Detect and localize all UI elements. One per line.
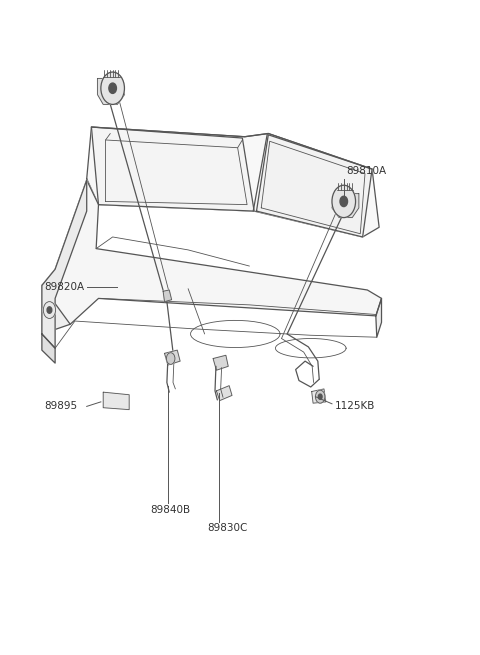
Circle shape [332,185,356,217]
Circle shape [167,353,175,364]
Text: 89840B: 89840B [150,505,191,515]
Circle shape [315,390,325,403]
Polygon shape [103,392,129,409]
Polygon shape [213,355,228,370]
Polygon shape [163,290,172,302]
Text: 1125KB: 1125KB [335,402,375,411]
Circle shape [43,302,56,318]
Polygon shape [87,127,379,237]
Polygon shape [91,127,254,211]
Circle shape [318,394,322,400]
Polygon shape [42,286,70,334]
Circle shape [47,307,52,313]
Polygon shape [376,299,382,337]
Polygon shape [97,79,124,104]
Text: 89810A: 89810A [347,166,387,176]
Polygon shape [312,389,326,403]
Circle shape [101,72,124,104]
Polygon shape [332,194,359,217]
Polygon shape [216,386,232,401]
Text: 89895: 89895 [44,402,77,411]
Circle shape [340,196,348,206]
Polygon shape [42,180,382,334]
Polygon shape [165,350,180,365]
Polygon shape [42,334,55,363]
Text: 89830C: 89830C [207,523,247,533]
Polygon shape [42,180,87,348]
Polygon shape [256,135,372,237]
Circle shape [109,83,117,94]
Text: 89820A: 89820A [44,282,84,292]
